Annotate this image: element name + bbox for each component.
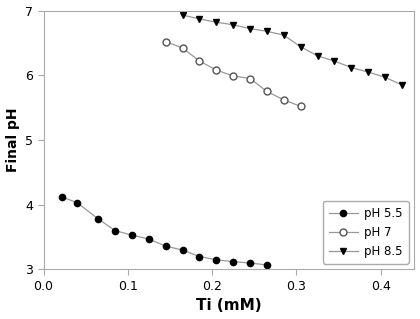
pH 8.5 [180, 13, 185, 17]
Y-axis label: Final pH: Final pH [5, 108, 20, 172]
pH 8.5 [265, 29, 270, 33]
pH 5.5 [214, 258, 219, 262]
pH 5.5 [75, 201, 80, 205]
pH 5.5 [60, 195, 65, 199]
pH 7 [214, 68, 219, 72]
pH 5.5 [265, 263, 270, 267]
pH 7 [197, 59, 202, 63]
Line: pH 7: pH 7 [162, 38, 304, 110]
pH 5.5 [147, 237, 152, 241]
pH 8.5 [231, 23, 236, 27]
pH 8.5 [315, 54, 320, 58]
pH 7 [180, 46, 185, 50]
pH 5.5 [96, 217, 101, 221]
pH 5.5 [231, 260, 236, 263]
pH 8.5 [197, 17, 202, 21]
pH 5.5 [247, 261, 252, 265]
pH 7 [265, 90, 270, 93]
pH 8.5 [365, 70, 370, 74]
pH 8.5 [247, 27, 252, 31]
Legend: pH 5.5, pH 7, pH 8.5: pH 5.5, pH 7, pH 8.5 [323, 201, 409, 263]
pH 8.5 [332, 59, 337, 63]
pH 7 [247, 77, 252, 80]
pH 7 [231, 74, 236, 78]
Line: pH 8.5: pH 8.5 [179, 11, 405, 88]
pH 7 [163, 40, 168, 43]
pH 5.5 [129, 233, 134, 237]
pH 8.5 [349, 66, 354, 70]
pH 7 [281, 98, 286, 102]
Line: pH 5.5: pH 5.5 [59, 194, 270, 268]
pH 8.5 [281, 33, 286, 37]
X-axis label: Ti (mM): Ti (mM) [196, 299, 262, 314]
pH 8.5 [214, 20, 219, 24]
pH 8.5 [399, 83, 404, 87]
pH 8.5 [298, 45, 303, 49]
pH 5.5 [180, 248, 185, 252]
pH 7 [298, 104, 303, 108]
pH 8.5 [383, 75, 388, 79]
pH 5.5 [113, 229, 118, 233]
pH 5.5 [197, 255, 202, 258]
pH 5.5 [163, 244, 168, 248]
